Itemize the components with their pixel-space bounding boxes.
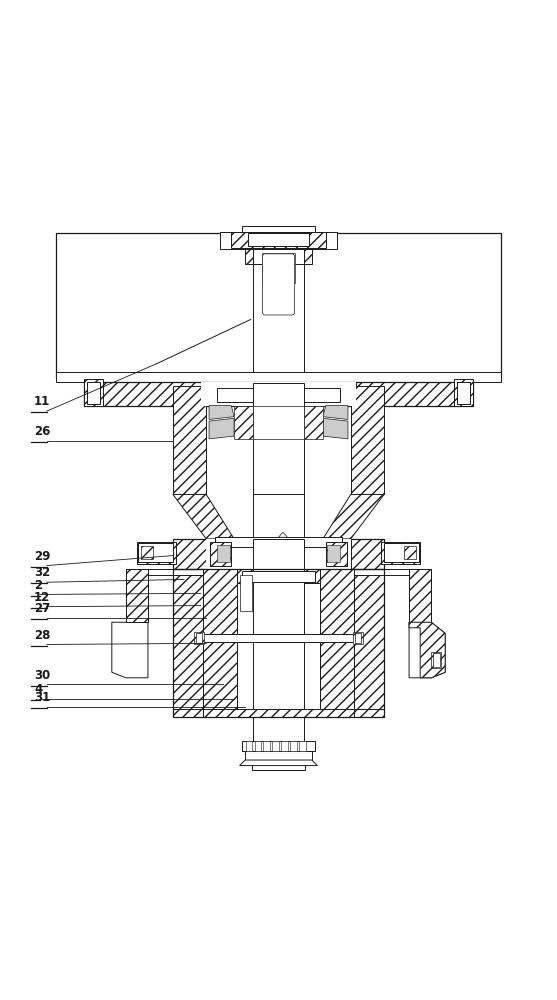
Bar	[203, 569, 237, 717]
Polygon shape	[201, 382, 356, 406]
Polygon shape	[173, 386, 206, 494]
Bar	[214, 537, 343, 547]
Polygon shape	[278, 532, 287, 537]
Bar	[242, 741, 315, 751]
Polygon shape	[173, 539, 384, 569]
Polygon shape	[240, 760, 317, 766]
Bar	[403, 546, 416, 559]
Bar	[328, 545, 340, 562]
Bar	[206, 539, 351, 569]
Polygon shape	[126, 569, 173, 622]
Bar	[56, 372, 501, 382]
Bar	[217, 545, 229, 562]
Polygon shape	[409, 569, 431, 622]
Bar	[246, 741, 252, 751]
Bar	[240, 575, 252, 611]
Bar	[453, 379, 473, 406]
Bar	[206, 386, 351, 403]
Bar	[139, 543, 173, 562]
Polygon shape	[326, 542, 348, 566]
Bar	[281, 741, 288, 751]
Bar	[237, 569, 320, 583]
Bar	[299, 741, 306, 751]
Bar	[196, 633, 202, 643]
Bar	[253, 717, 304, 744]
Polygon shape	[323, 418, 348, 439]
Text: 30: 30	[34, 669, 50, 682]
Polygon shape	[112, 622, 148, 678]
Polygon shape	[209, 418, 234, 439]
Bar	[220, 232, 337, 249]
Bar	[355, 633, 361, 643]
Bar	[237, 569, 320, 717]
Bar	[194, 632, 204, 644]
Bar	[433, 653, 439, 667]
Bar	[203, 634, 354, 642]
Bar	[253, 539, 304, 569]
Bar	[304, 406, 323, 439]
Bar	[173, 569, 384, 717]
Bar	[252, 760, 305, 770]
Bar	[56, 233, 501, 378]
Text: 4: 4	[34, 683, 42, 696]
Text: 31: 31	[34, 691, 50, 704]
Polygon shape	[382, 542, 420, 564]
Polygon shape	[126, 569, 148, 622]
Bar	[203, 709, 354, 717]
Text: 27: 27	[34, 602, 50, 615]
Text: 12: 12	[34, 591, 50, 604]
Text: 28: 28	[34, 629, 50, 642]
Text: 32: 32	[34, 566, 50, 579]
Bar	[141, 546, 154, 559]
Bar	[320, 569, 354, 717]
Polygon shape	[354, 709, 384, 717]
Bar	[217, 388, 340, 402]
Polygon shape	[409, 622, 445, 678]
Text: 29: 29	[34, 550, 50, 563]
Bar	[431, 652, 441, 668]
Bar	[253, 249, 304, 264]
Bar	[231, 232, 326, 248]
Bar	[384, 543, 418, 562]
Bar	[262, 253, 295, 283]
Text: 11: 11	[34, 395, 50, 408]
Polygon shape	[323, 494, 384, 539]
Polygon shape	[84, 382, 473, 406]
Polygon shape	[173, 494, 234, 539]
Bar	[457, 382, 470, 404]
Polygon shape	[137, 542, 175, 564]
Polygon shape	[323, 406, 348, 419]
Polygon shape	[209, 406, 234, 419]
Bar	[84, 379, 104, 406]
Bar	[242, 571, 315, 582]
FancyBboxPatch shape	[262, 254, 295, 315]
Polygon shape	[384, 569, 431, 622]
Polygon shape	[351, 386, 384, 494]
Bar	[354, 575, 384, 717]
Bar	[353, 632, 363, 644]
Bar	[253, 406, 304, 439]
Text: 2: 2	[34, 579, 42, 592]
Bar	[87, 382, 100, 404]
Polygon shape	[409, 622, 445, 678]
Bar	[290, 741, 297, 751]
Bar	[245, 249, 312, 264]
Bar	[255, 741, 261, 751]
Polygon shape	[209, 542, 231, 566]
Bar	[263, 741, 270, 751]
Bar	[248, 233, 309, 246]
Bar	[253, 494, 304, 539]
Bar	[245, 751, 312, 763]
Bar	[173, 575, 203, 717]
Text: 26: 26	[34, 425, 50, 438]
Bar	[272, 741, 279, 751]
Bar	[253, 383, 304, 494]
Bar	[242, 226, 315, 236]
Bar	[234, 406, 253, 439]
Polygon shape	[173, 709, 203, 717]
Bar	[253, 249, 304, 382]
Bar	[253, 569, 304, 717]
